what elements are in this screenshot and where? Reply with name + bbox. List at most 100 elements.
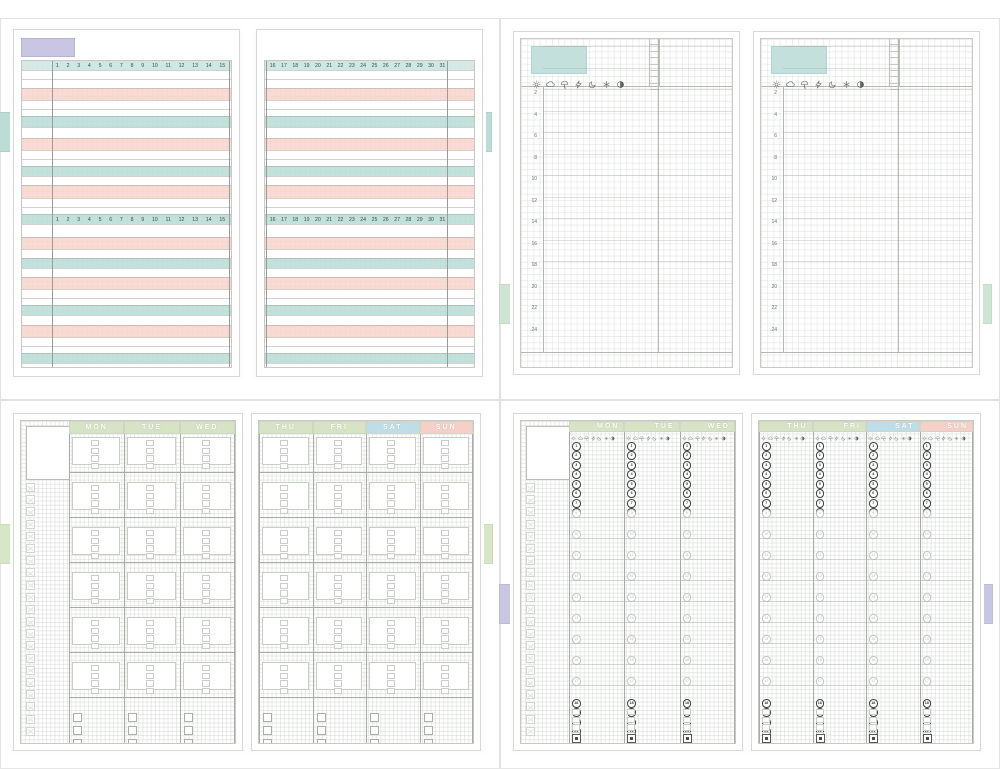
mini-checkbox[interactable]: [201, 492, 210, 499]
photo-box[interactable]: [26, 426, 70, 480]
x-marker-box[interactable]: [26, 604, 35, 614]
mini-checkbox[interactable]: [387, 507, 396, 515]
weather-icon-row[interactable]: [814, 433, 859, 441]
mini-checkbox[interactable]: [333, 537, 342, 544]
mini-checkbox[interactable]: [146, 642, 155, 650]
mini-checkbox-stack[interactable]: [91, 665, 100, 695]
hour-circle[interactable]: 12: [762, 572, 771, 581]
hour-circle[interactable]: 6: [682, 489, 692, 499]
mini-checkbox[interactable]: [333, 680, 342, 687]
hour-circle[interactable]: 13: [762, 593, 771, 602]
mini-checkbox[interactable]: [682, 724, 691, 731]
snow-icon[interactable]: [604, 428, 609, 446]
mini-checkbox[interactable]: [201, 680, 210, 687]
mini-checkbox[interactable]: [440, 507, 449, 515]
mini-checkbox[interactable]: [333, 545, 342, 552]
x-marker-box[interactable]: [26, 641, 35, 651]
day-header-sun[interactable]: SUN: [419, 421, 473, 434]
x-marker-box[interactable]: [26, 617, 35, 627]
hour-circle[interactable]: 5: [762, 479, 771, 489]
mini-checkbox[interactable]: [91, 590, 100, 597]
lightning-icon[interactable]: [574, 76, 583, 88]
cloud-icon[interactable]: [546, 76, 555, 87]
moon-icon[interactable]: [787, 428, 792, 446]
mini-checkbox[interactable]: [922, 709, 931, 716]
mini-checkbox[interactable]: [146, 455, 155, 462]
mini-checkbox[interactable]: [387, 642, 396, 650]
mini-checkbox[interactable]: [146, 582, 155, 589]
x-marker-box[interactable]: [26, 702, 35, 712]
mini-checkbox-stack[interactable]: [280, 665, 289, 695]
mini-checkbox[interactable]: [91, 500, 100, 507]
hour-circle[interactable]: 7: [682, 498, 692, 508]
mini-checkbox-stack[interactable]: [146, 620, 155, 650]
mini-checkbox-stack[interactable]: [280, 575, 289, 605]
page-left[interactable]: 2 4 6 8 10 12 14 16 18 20 22 24: [513, 31, 740, 375]
lightning-icon[interactable]: [888, 428, 893, 446]
hour-circle[interactable]: 17: [815, 677, 825, 686]
hour-circle[interactable]: 15: [572, 635, 581, 644]
mini-checkbox[interactable]: [91, 530, 100, 537]
hour-circle[interactable]: 11: [815, 551, 825, 560]
mini-checkbox[interactable]: [146, 462, 155, 470]
mini-checkbox[interactable]: [146, 590, 155, 597]
hour-circle[interactable]: 9: [922, 509, 932, 518]
mini-checkbox[interactable]: [387, 552, 396, 560]
mini-checkbox[interactable]: [91, 582, 100, 589]
photo-box[interactable]: [526, 426, 570, 480]
mini-checkbox[interactable]: [201, 672, 210, 679]
day-end-marker[interactable]: [627, 734, 637, 743]
sun-icon[interactable]: [772, 76, 781, 88]
x-marker-box[interactable]: [26, 690, 35, 700]
task-checkbox[interactable]: [423, 726, 433, 735]
mini-checkbox[interactable]: [201, 552, 210, 560]
mini-checkbox-stack[interactable]: [201, 440, 210, 470]
mini-checkbox-stack[interactable]: [387, 485, 396, 515]
hour-circle[interactable]: 10: [627, 530, 636, 539]
mini-checkbox[interactable]: [146, 575, 155, 582]
mini-checkbox-stack[interactable]: [333, 530, 342, 560]
mini-checkbox[interactable]: [440, 687, 449, 695]
mini-checkbox[interactable]: [333, 500, 342, 507]
mini-checkbox[interactable]: [201, 597, 210, 605]
mini-checkbox[interactable]: [333, 485, 342, 492]
day-header-tue[interactable]: TUE: [624, 421, 680, 432]
task-checkbox[interactable]: [316, 739, 326, 743]
x-marker-box[interactable]: [26, 714, 35, 724]
mini-checkbox-stack[interactable]: [440, 485, 449, 515]
mini-checkbox[interactable]: [201, 507, 210, 515]
hour-circle[interactable]: 18: [815, 699, 825, 708]
hour-circle[interactable]: 7: [815, 498, 825, 508]
moon-icon[interactable]: [652, 428, 657, 446]
task-checkbox[interactable]: [423, 739, 433, 743]
half-moon-icon[interactable]: [961, 428, 966, 446]
mini-checkbox[interactable]: [201, 582, 210, 589]
cloud-icon[interactable]: [821, 428, 826, 446]
mini-checkbox[interactable]: [440, 447, 449, 454]
hour-circle[interactable]: 15: [869, 635, 878, 644]
page-left[interactable]: MON TUE WED: [13, 413, 243, 751]
hour-circle[interactable]: 16: [869, 656, 878, 665]
task-checkbox[interactable]: [128, 739, 138, 743]
mini-checkbox[interactable]: [91, 687, 100, 695]
hour-circle[interactable]: 17: [762, 677, 771, 686]
sun-icon[interactable]: [868, 428, 873, 446]
mini-checkbox[interactable]: [627, 724, 636, 731]
mini-checkbox[interactable]: [201, 545, 210, 552]
x-marker-box[interactable]: [526, 726, 535, 736]
mini-checkbox[interactable]: [440, 530, 449, 537]
hour-circle[interactable]: 12: [815, 572, 825, 581]
snow-icon[interactable]: [842, 76, 851, 88]
mini-checkbox[interactable]: [201, 537, 210, 544]
hour-circle[interactable]: 10: [572, 530, 581, 539]
mini-checkbox-stack[interactable]: [333, 575, 342, 605]
hour-circle[interactable]: 11: [572, 551, 581, 560]
mini-checkbox[interactable]: [627, 709, 636, 716]
half-moon-icon[interactable]: [610, 428, 615, 446]
snow-icon[interactable]: [602, 76, 611, 88]
cloud-icon[interactable]: [928, 428, 933, 446]
hour-circle[interactable]: 11: [922, 551, 932, 560]
hour-circle[interactable]: 12: [869, 572, 878, 581]
